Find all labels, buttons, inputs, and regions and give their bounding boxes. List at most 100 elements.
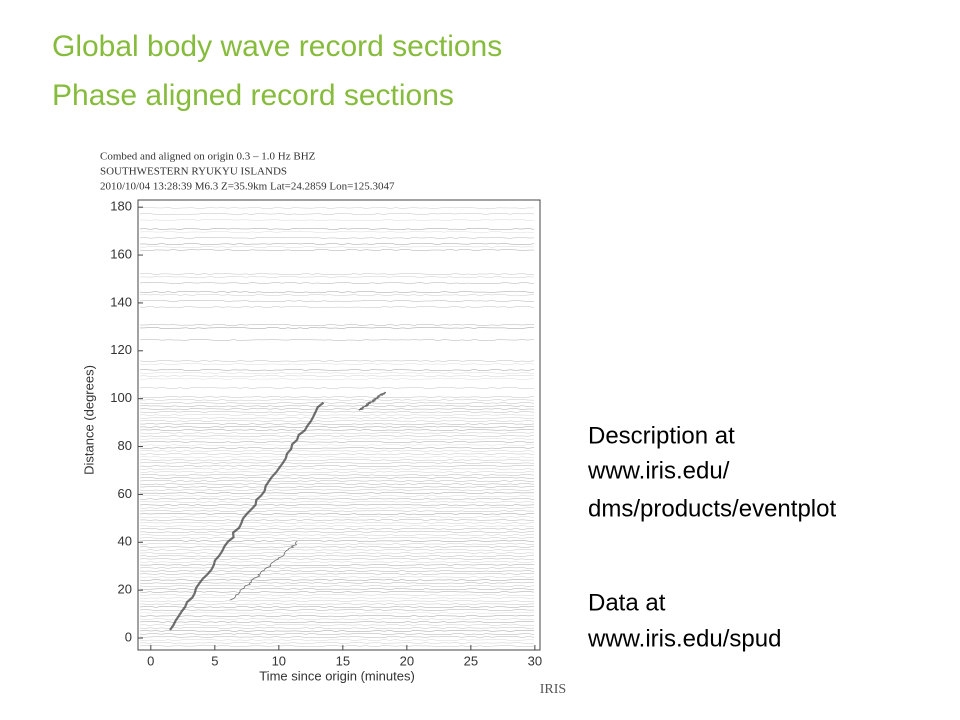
phase-arrival bbox=[169, 401, 325, 631]
trace bbox=[139, 543, 535, 545]
trace bbox=[139, 636, 535, 638]
figure-header: SOUTHWESTERN RYUKYU ISLANDS bbox=[100, 166, 287, 178]
phase-arrival bbox=[229, 540, 298, 601]
trace bbox=[139, 480, 535, 482]
trace bbox=[139, 246, 535, 248]
trace bbox=[139, 498, 535, 500]
trace bbox=[139, 444, 535, 446]
y-tick-label: 80 bbox=[118, 438, 132, 453]
trace bbox=[139, 387, 534, 389]
x-tick-label: 0 bbox=[147, 653, 154, 668]
trace bbox=[139, 291, 535, 293]
trace bbox=[139, 207, 534, 209]
trace bbox=[139, 537, 535, 539]
trace bbox=[139, 453, 535, 455]
plot-frame bbox=[137, 199, 541, 651]
y-tick-label: 40 bbox=[118, 534, 132, 549]
trace bbox=[139, 426, 535, 428]
x-tick-label: 10 bbox=[272, 653, 286, 668]
trace bbox=[139, 534, 535, 536]
trace bbox=[139, 522, 535, 524]
trace bbox=[139, 639, 535, 641]
trace bbox=[140, 552, 535, 554]
trace bbox=[139, 273, 535, 275]
trace bbox=[139, 642, 534, 644]
note: Data at bbox=[588, 589, 666, 616]
trace bbox=[139, 213, 535, 215]
trace bbox=[139, 471, 535, 473]
trace bbox=[139, 294, 535, 296]
trace bbox=[139, 570, 535, 572]
trace bbox=[139, 300, 535, 302]
x-tick-label: 30 bbox=[528, 653, 542, 668]
trace bbox=[139, 510, 534, 512]
trace bbox=[139, 360, 535, 362]
trace bbox=[139, 435, 535, 437]
trace bbox=[139, 438, 535, 440]
trace bbox=[139, 459, 534, 461]
trace bbox=[139, 573, 534, 575]
trace bbox=[139, 609, 534, 611]
x-tick-label: 15 bbox=[336, 653, 350, 668]
trace bbox=[139, 414, 534, 416]
trace bbox=[140, 603, 535, 605]
trace bbox=[139, 621, 534, 623]
slide-title: Phase aligned record sections bbox=[52, 79, 454, 112]
y-axis-label: Distance (degrees) bbox=[81, 365, 96, 475]
trace bbox=[139, 363, 535, 365]
trace bbox=[139, 477, 535, 479]
trace bbox=[139, 555, 535, 557]
y-tick-label: 180 bbox=[110, 199, 132, 214]
trace bbox=[139, 417, 535, 419]
figure bbox=[75, 140, 575, 702]
trace bbox=[139, 606, 535, 608]
trace bbox=[139, 375, 535, 377]
trace bbox=[139, 645, 534, 647]
trace bbox=[139, 432, 535, 434]
trace bbox=[139, 504, 535, 506]
trace bbox=[139, 630, 535, 632]
logo: IRIS bbox=[540, 682, 566, 697]
trace bbox=[139, 411, 535, 413]
trace bbox=[139, 588, 535, 590]
trace bbox=[139, 276, 535, 278]
trace bbox=[139, 429, 535, 431]
note: dms/products/eventplot bbox=[588, 495, 836, 522]
trace bbox=[139, 249, 535, 251]
trace bbox=[139, 327, 535, 329]
trace bbox=[139, 492, 535, 494]
trace bbox=[139, 615, 535, 617]
trace bbox=[139, 501, 535, 503]
trace bbox=[139, 228, 535, 230]
trace bbox=[139, 585, 535, 587]
trace bbox=[139, 633, 535, 635]
trace bbox=[139, 468, 535, 470]
y-tick-label: 20 bbox=[118, 582, 132, 597]
figure-header: 2010/10/04 13:28:39 M6.3 Z=35.9km Lat=24… bbox=[100, 181, 395, 193]
phase-arrival bbox=[358, 391, 387, 411]
figure-header: Combed and aligned on origin 0.3 – 1.0 H… bbox=[100, 151, 316, 163]
x-tick-label: 25 bbox=[464, 653, 478, 668]
trace bbox=[139, 219, 535, 221]
trace bbox=[139, 378, 535, 380]
trace bbox=[140, 324, 535, 326]
trace bbox=[139, 372, 535, 374]
trace bbox=[139, 495, 535, 497]
trace bbox=[139, 306, 535, 308]
trace bbox=[139, 447, 535, 449]
y-tick-label: 140 bbox=[110, 294, 132, 309]
trace bbox=[139, 423, 535, 425]
trace bbox=[139, 237, 535, 239]
trace bbox=[139, 612, 535, 614]
plot bbox=[139, 207, 535, 647]
trace bbox=[139, 231, 535, 233]
trace bbox=[139, 456, 535, 458]
trace bbox=[139, 564, 535, 566]
trace bbox=[139, 399, 535, 401]
trace bbox=[139, 474, 535, 476]
slide-title: Global body wave record sections bbox=[52, 30, 502, 63]
trace bbox=[139, 549, 535, 551]
trace bbox=[140, 486, 535, 488]
trace bbox=[139, 582, 535, 584]
